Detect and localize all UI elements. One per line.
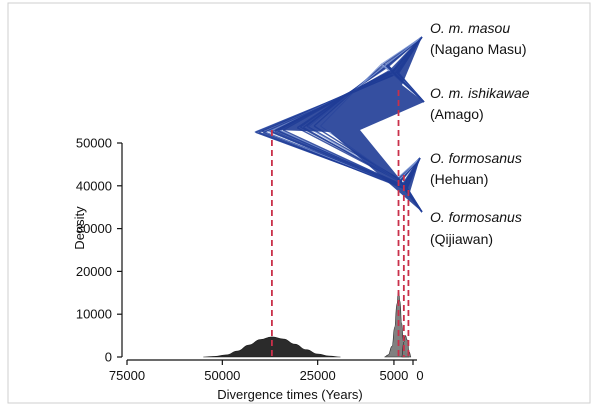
x-ticks: 75000 50000 25000 5000 0 bbox=[109, 360, 424, 383]
y-tick-label: 20000 bbox=[76, 264, 112, 279]
median-lines bbox=[271, 90, 410, 357]
x-tick-label: 75000 bbox=[109, 368, 145, 383]
x-axis: 75000 50000 25000 5000 0 bbox=[109, 359, 424, 383]
taxon-2-population: (Amago) bbox=[430, 106, 484, 122]
y-tick-label: 50000 bbox=[76, 136, 112, 151]
y-ticks: 0 10000 20000 30000 40000 50000 bbox=[76, 136, 122, 365]
y-tick-label: 0 bbox=[105, 350, 112, 365]
x-tick-label: 50000 bbox=[204, 368, 240, 383]
x-tick-label: 5000 bbox=[379, 368, 408, 383]
x-tick-label: 25000 bbox=[300, 368, 336, 383]
taxon-1-species: O. m. masou bbox=[430, 20, 510, 36]
x-tick-label: 0 bbox=[416, 368, 423, 383]
taxon-4-species: O. formosanus bbox=[430, 209, 522, 225]
x-axis-label: Divergence times (Years) bbox=[217, 387, 362, 402]
y-tick-label: 10000 bbox=[76, 307, 112, 322]
taxon-4-population: (Qijiawan) bbox=[430, 231, 493, 247]
y-axis-label: Density bbox=[72, 206, 87, 250]
y-axis: 0 10000 20000 30000 40000 50000 bbox=[76, 136, 123, 365]
tree-consensus-core bbox=[275, 37, 424, 212]
taxon-3-species: O. formosanus bbox=[430, 150, 522, 166]
taxon-1-population: (Nagano Masu) bbox=[430, 41, 527, 57]
y-tick-label: 30000 bbox=[76, 221, 112, 236]
taxon-labels: O. m. masou (Nagano Masu) O. m. ishikawa… bbox=[430, 20, 530, 247]
density-curve-1 bbox=[203, 336, 341, 358]
density-layer bbox=[203, 290, 412, 358]
y-tick-label: 40000 bbox=[76, 178, 112, 193]
taxon-2-species: O. m. ishikawae bbox=[430, 85, 530, 101]
densitree-layer bbox=[254, 36, 425, 213]
taxon-3-population: (Hehuan) bbox=[430, 171, 488, 187]
